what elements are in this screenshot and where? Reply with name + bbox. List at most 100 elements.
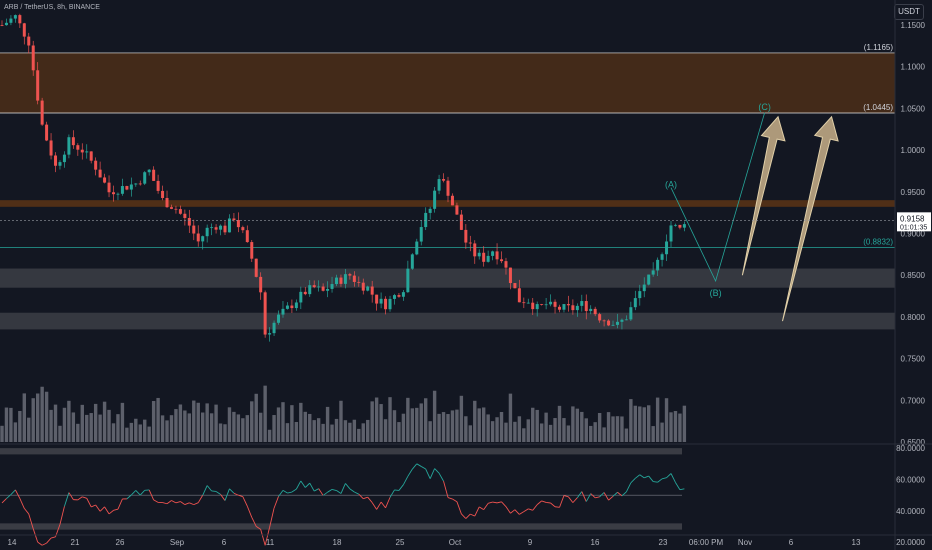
volume-bar bbox=[49, 409, 53, 442]
rsi-segment bbox=[385, 497, 391, 509]
rsi-segment bbox=[474, 506, 480, 517]
volume-bar bbox=[281, 402, 285, 442]
countdown-label: 01:01:35 bbox=[900, 224, 927, 231]
candle-body bbox=[602, 320, 606, 322]
volume-bar bbox=[299, 402, 303, 442]
wave-label: (A) bbox=[665, 180, 677, 190]
volume-bar bbox=[638, 406, 642, 442]
candle-body bbox=[143, 172, 147, 184]
rsi-segment bbox=[625, 482, 632, 493]
volume-bar bbox=[437, 413, 441, 442]
rsi-segment bbox=[104, 506, 110, 515]
rsi-segment bbox=[371, 502, 378, 510]
level-label: (1.1165) bbox=[864, 43, 894, 52]
volume-bar bbox=[334, 418, 339, 442]
volume-bar bbox=[374, 397, 379, 442]
candle-body bbox=[241, 227, 245, 231]
rsi-segment bbox=[599, 492, 605, 498]
candle-body bbox=[678, 224, 682, 228]
volume-bar bbox=[111, 423, 116, 442]
volume-bar bbox=[227, 407, 232, 442]
candle-body bbox=[71, 137, 75, 146]
rsi-segment bbox=[523, 508, 529, 512]
rsi-segment bbox=[278, 490, 284, 497]
candle-body bbox=[513, 283, 517, 289]
candle-body bbox=[611, 324, 615, 326]
candle-body bbox=[303, 291, 307, 295]
candle-body bbox=[482, 252, 486, 262]
volume-bar bbox=[325, 406, 330, 442]
rsi-band bbox=[0, 523, 682, 530]
candle-body bbox=[571, 305, 575, 311]
rsi-segment bbox=[425, 468, 431, 479]
volume-bar bbox=[196, 402, 200, 442]
rsi-segment bbox=[595, 496, 600, 499]
time-tick: 11 bbox=[266, 538, 275, 547]
candle-body bbox=[401, 292, 405, 297]
volume-bar bbox=[366, 419, 370, 442]
volume-bar bbox=[31, 398, 35, 442]
rsi-segment bbox=[447, 497, 453, 500]
last-price-box bbox=[897, 212, 931, 232]
volume-bar bbox=[165, 420, 169, 442]
rsi-segment bbox=[679, 488, 685, 491]
volume-bar bbox=[294, 421, 299, 442]
rsi-segment bbox=[617, 491, 623, 497]
candle-body bbox=[455, 205, 459, 215]
rsi-segment bbox=[653, 481, 658, 483]
candle-body bbox=[94, 160, 98, 170]
rsi-segment bbox=[612, 491, 618, 497]
rsi-segment bbox=[50, 536, 56, 539]
rsi-segment bbox=[621, 491, 627, 497]
volume-bar bbox=[53, 404, 58, 442]
candle-body bbox=[562, 304, 566, 310]
candle-body bbox=[54, 155, 58, 166]
rsi-segment bbox=[180, 501, 186, 505]
rsi-segment bbox=[95, 504, 101, 512]
price-tick: 0.6500 bbox=[901, 438, 926, 447]
volume-bar bbox=[490, 421, 495, 442]
rsi-segment bbox=[514, 509, 520, 515]
price-tick: 0.8500 bbox=[901, 271, 926, 280]
rsi-segment bbox=[131, 490, 137, 496]
candle-body bbox=[0, 25, 4, 26]
rsi-segment bbox=[135, 490, 141, 496]
volume-bar bbox=[575, 408, 580, 442]
candle-body bbox=[580, 301, 584, 306]
volume-bar bbox=[428, 421, 432, 442]
time-tick: 06:00 PM bbox=[689, 538, 724, 547]
rsi-segment bbox=[398, 484, 404, 491]
volume-bar bbox=[76, 423, 80, 442]
volume-bar bbox=[348, 422, 352, 442]
rsi-segment bbox=[496, 501, 502, 504]
candle-body bbox=[464, 229, 468, 243]
rsi-segment bbox=[492, 501, 498, 504]
rsi-segment bbox=[407, 468, 413, 477]
candle-body bbox=[138, 183, 142, 185]
time-tick: Nov bbox=[738, 538, 752, 547]
volume-bar bbox=[620, 416, 624, 442]
rsi-segment bbox=[304, 482, 311, 488]
rsi-segment bbox=[429, 468, 436, 479]
candle-body bbox=[669, 225, 673, 242]
rsi-segment bbox=[443, 481, 449, 498]
candle-body bbox=[205, 227, 209, 237]
volume-bar bbox=[562, 418, 566, 442]
volume-bar bbox=[441, 412, 446, 442]
candle-body bbox=[419, 227, 423, 242]
time-tick: Oct bbox=[449, 538, 462, 547]
volume-bar bbox=[401, 413, 406, 442]
candle-body bbox=[508, 267, 512, 284]
rsi-segment bbox=[675, 482, 681, 490]
rsi-segment bbox=[354, 491, 359, 495]
rsi-segment bbox=[313, 488, 319, 492]
candle-body bbox=[236, 219, 240, 228]
rsi-segment bbox=[175, 501, 181, 504]
candle-body bbox=[415, 241, 419, 255]
volume-bar bbox=[548, 424, 553, 442]
rsi-segment bbox=[657, 478, 663, 483]
candle-body bbox=[317, 286, 321, 288]
volume-bar bbox=[584, 418, 588, 442]
candle-body bbox=[120, 186, 124, 194]
